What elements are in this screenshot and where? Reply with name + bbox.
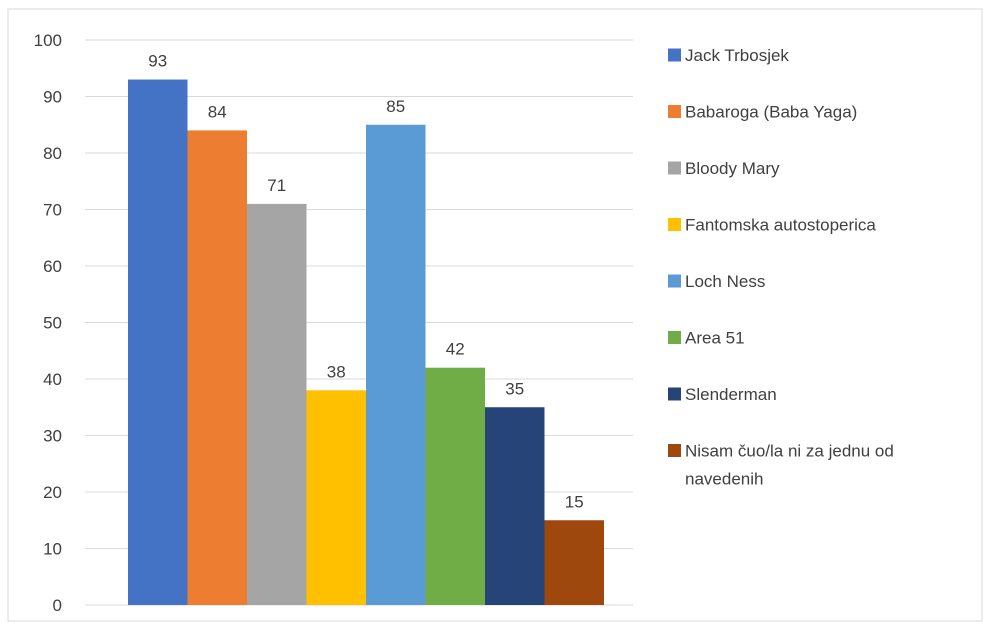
legend-label: Nisam čuo/la ni za jednu od navedenih [685,442,894,489]
bar [187,130,247,605]
bar [425,367,485,605]
y-tick-label: 60 [43,257,62,276]
legend-label: Jack Trbosjek [685,46,789,65]
data-label: 93 [148,52,167,71]
legend-item: Bloody Mary [668,159,780,178]
legend-swatch [668,218,681,231]
legend-label: Fantomska autostoperica [685,216,876,235]
y-tick-label: 80 [43,144,62,163]
legend-label: Area 51 [685,329,745,348]
y-tick-label: 40 [43,370,62,389]
data-labels: 93 84 71 38 85 42 35 15 [148,52,583,512]
bars [128,79,604,606]
bar [544,520,604,605]
bar [306,390,366,605]
bar [485,407,545,605]
legend-swatch [668,331,681,344]
data-label: 38 [327,362,346,381]
y-tick-label: 30 [43,427,62,446]
legend-item: Nisam čuo/la ni za jednu od navedenih [668,442,894,489]
legend-item: Slenderman [668,385,777,404]
y-tick-label: 70 [43,201,62,220]
y-axis-ticks: 0 10 20 30 40 50 60 70 80 90 100 [34,31,62,615]
legend-swatch [668,161,681,175]
data-label: 84 [208,102,227,121]
legend-label: Slenderman [685,385,777,404]
legend-label: Bloody Mary [685,159,780,178]
legend-swatch [668,444,681,457]
data-label: 85 [386,97,405,116]
y-tick-label: 100 [34,31,62,50]
data-label: 71 [267,176,286,195]
legend-swatch [668,105,681,118]
legend-item: Fantomska autostoperica [668,216,876,235]
bar [366,124,426,605]
y-tick-label: 20 [43,483,62,502]
data-label: 35 [505,379,524,398]
data-label: 42 [446,340,465,359]
bar [128,79,188,606]
legend-label: Loch Ness [685,272,765,291]
y-tick-label: 50 [43,314,62,333]
legend-swatch [668,274,681,288]
legend-item: Babaroga (Baba Yaga) [668,103,857,122]
legend-item: Area 51 [668,329,745,348]
legend-item: Jack Trbosjek [668,46,789,65]
legend: Jack Trbosjek Babaroga (Baba Yaga) Bloody … [668,46,894,489]
y-tick-label: 0 [53,596,62,615]
legend-swatch [668,48,681,62]
bar [247,203,307,605]
data-label: 15 [565,492,584,511]
y-tick-label: 90 [43,88,62,107]
legend-label: Babaroga (Baba Yaga) [685,103,857,122]
legend-item: Loch Ness [668,272,765,291]
legend-swatch [668,387,681,401]
y-tick-label: 10 [43,540,62,559]
